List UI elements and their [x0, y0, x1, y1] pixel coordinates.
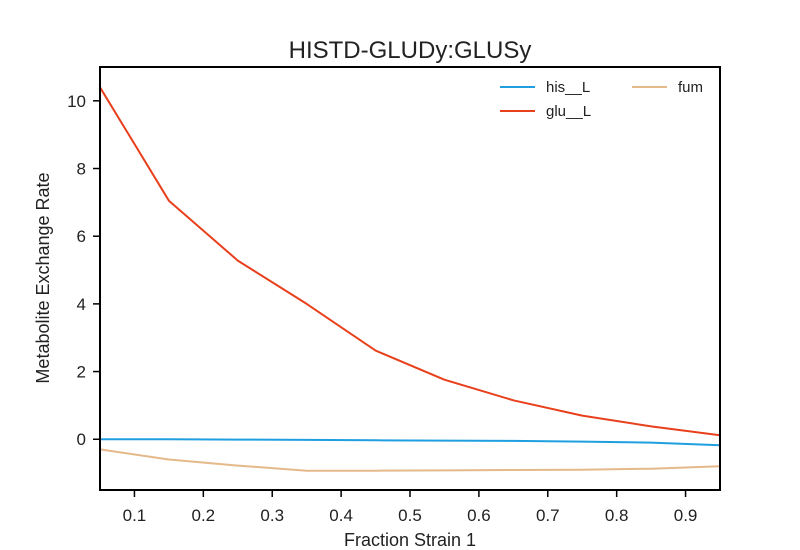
series-line-glu-l	[99, 86, 721, 437]
x-tick-label: 0.3	[260, 506, 284, 525]
x-tick-label: 0.6	[467, 506, 491, 525]
x-tick-label: 0.1	[123, 506, 147, 525]
y-axis: 0 2 4 6 8 10	[67, 92, 100, 449]
legend-label: fum	[678, 79, 703, 96]
x-tick-label: 0.8	[605, 506, 629, 525]
y-tick-label: 6	[77, 227, 86, 246]
series-line-his-l	[100, 438, 721, 447]
x-tick-label: 0.7	[536, 506, 560, 525]
legend: his__L glu__L fum	[500, 79, 703, 120]
y-axis-label: Metabolite Exchange Rate	[33, 172, 53, 383]
x-tick-label: 0.4	[329, 506, 353, 525]
x-axis-label: Fraction Strain 1	[344, 530, 476, 550]
y-tick-label: 4	[77, 295, 86, 314]
y-tick-label: 8	[77, 160, 86, 179]
legend-label: his__L	[546, 79, 590, 96]
x-tick-label: 0.5	[398, 506, 422, 525]
chart-title: HISTD-GLUDy:GLUSy	[289, 37, 532, 64]
legend-label: glu__L	[546, 103, 591, 120]
plot-frame	[99, 66, 721, 491]
y-tick-label: 10	[67, 92, 86, 111]
y-tick-label: 2	[77, 363, 86, 382]
x-tick-label: 0.9	[674, 506, 698, 525]
series-layer	[99, 86, 721, 472]
x-tick-label: 0.2	[192, 506, 216, 525]
y-tick-label: 0	[77, 430, 86, 449]
x-axis: 0.1 0.2 0.3 0.4 0.5 0.6 0.7 0.8 0.9	[123, 490, 698, 525]
series-line-fum	[99, 448, 721, 472]
